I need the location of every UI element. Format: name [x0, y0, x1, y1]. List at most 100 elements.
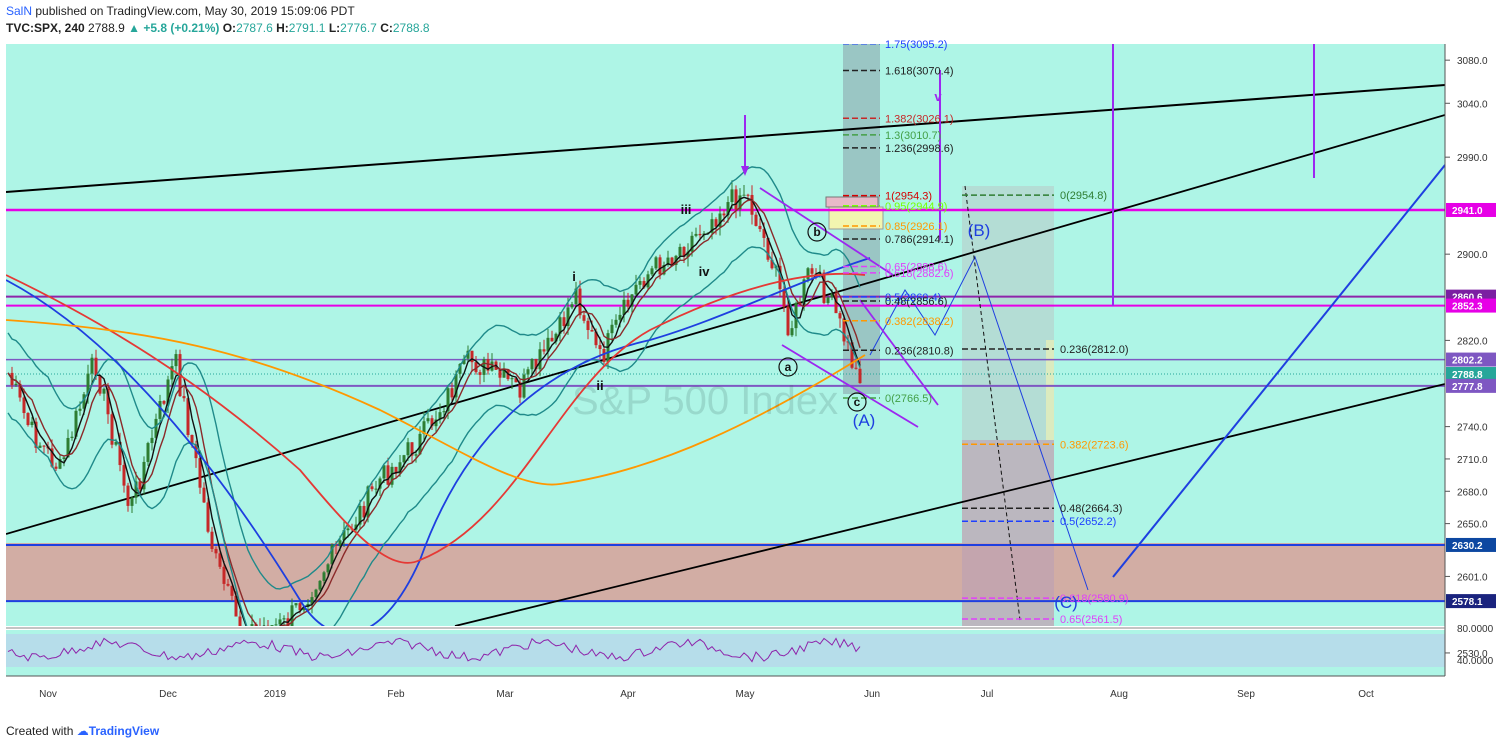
- author-name[interactable]: SalN: [6, 4, 33, 18]
- candle-body: [782, 289, 786, 307]
- candle-body: [126, 485, 130, 506]
- candle-body: [302, 606, 306, 611]
- candle-body: [110, 414, 114, 445]
- candle-body: [458, 363, 462, 374]
- candle-body: [574, 288, 578, 305]
- candle-body: [822, 272, 826, 303]
- close-value: 2788.8: [392, 21, 430, 35]
- open-label: O:: [222, 21, 237, 35]
- candle-body: [402, 455, 406, 463]
- candle-body: [390, 466, 394, 485]
- candle-body: [478, 372, 482, 375]
- candle-body: [90, 357, 94, 374]
- wave-label: (A): [853, 411, 876, 430]
- candle-body: [810, 268, 814, 274]
- candle-body: [262, 625, 266, 626]
- target-zone-yellow: [1046, 340, 1054, 440]
- candle-body: [658, 257, 662, 275]
- y-tick-label: 2650.0: [1457, 520, 1488, 531]
- candle-body: [742, 194, 746, 196]
- candle-body: [754, 214, 758, 226]
- wave-label: (C): [1054, 593, 1078, 612]
- candle-body: [578, 288, 582, 316]
- fib-extension-label: 1.3(3010.7): [885, 130, 941, 142]
- projected-dashed-path: [964, 185, 1021, 621]
- ma-brown: [7, 199, 861, 626]
- x-tick-label: Apr: [620, 689, 636, 700]
- candle-body: [298, 603, 302, 611]
- price-tag: [1446, 367, 1496, 382]
- candle-body: [790, 328, 794, 336]
- candle-body: [202, 487, 206, 503]
- candle-body: [282, 618, 286, 620]
- candle-body: [326, 564, 330, 573]
- candle-body: [66, 437, 70, 458]
- candle-body: [146, 443, 150, 462]
- candle-body: [102, 388, 106, 394]
- candle-body: [854, 367, 858, 369]
- price-tag: [1446, 352, 1496, 367]
- fib-extension-label: 1.618(3070.4): [885, 66, 954, 78]
- candle-body: [598, 345, 602, 350]
- candle-body: [310, 597, 314, 604]
- candle-body: [190, 434, 194, 445]
- candle-body: [18, 383, 22, 398]
- tradingview-brand[interactable]: TradingView: [88, 724, 160, 738]
- candle-body: [474, 362, 478, 373]
- candle-body: [234, 595, 238, 617]
- fib-extension-label: 1(2954.3): [885, 191, 932, 203]
- watermark-text: S&P 500 Index: [572, 379, 838, 423]
- candle-body: [850, 342, 854, 368]
- candle-body: [538, 349, 542, 370]
- candle-body: [366, 486, 370, 518]
- candle-body: [290, 605, 294, 626]
- candle-body: [54, 466, 58, 469]
- candle-body: [62, 457, 66, 459]
- price-tag: [1446, 594, 1496, 609]
- fib-extension-label: 0.618(2882.6): [885, 268, 954, 280]
- y-tick-label: 2530.0: [1457, 649, 1488, 660]
- candle-body: [214, 548, 218, 554]
- candle-body: [586, 320, 590, 331]
- candle-body: [334, 544, 338, 546]
- candle-body: [122, 465, 126, 486]
- wave-label: iii: [681, 202, 692, 217]
- target-zone-pink: [962, 440, 1054, 626]
- x-tick-label: Oct: [1358, 689, 1374, 700]
- candle-body: [30, 421, 34, 425]
- rsi-band: [6, 634, 1445, 667]
- candle-body: [650, 268, 654, 275]
- candle-body: [74, 410, 78, 437]
- candle-body: [430, 418, 434, 427]
- candle-body: [438, 412, 442, 420]
- candle-body: [382, 465, 386, 479]
- candle-body: [566, 307, 570, 326]
- candle-body: [542, 349, 546, 352]
- fib-extension-label: 1.236(2998.6): [885, 143, 954, 155]
- candle-body: [838, 313, 842, 319]
- candle-body: [738, 195, 742, 210]
- x-tick-label: May: [736, 689, 755, 700]
- candle-body: [826, 297, 830, 303]
- close-label: C:: [380, 21, 393, 35]
- candle-body: [210, 531, 214, 549]
- candle-body: [410, 442, 414, 456]
- candles: [10, 180, 862, 626]
- candle-body: [94, 357, 98, 376]
- wave-circle: [778, 357, 798, 377]
- x-tick-label: Sep: [1237, 689, 1255, 700]
- plot-background: [6, 44, 1445, 626]
- candle-body: [162, 400, 166, 404]
- candle-body: [486, 359, 490, 371]
- candle-body: [762, 229, 766, 238]
- candle-body: [250, 624, 254, 626]
- candle-body: [642, 281, 646, 288]
- candle-body: [142, 461, 146, 490]
- y-tick-label: 2900.0: [1457, 250, 1488, 261]
- rsi-tick-label: 40.0000: [1457, 656, 1494, 667]
- fib-extension-label: 0.5(2860.4): [885, 292, 941, 304]
- candle-body: [342, 530, 346, 541]
- candle-body: [278, 619, 282, 625]
- fib-extension-label: 0.382(2838.2): [885, 316, 954, 328]
